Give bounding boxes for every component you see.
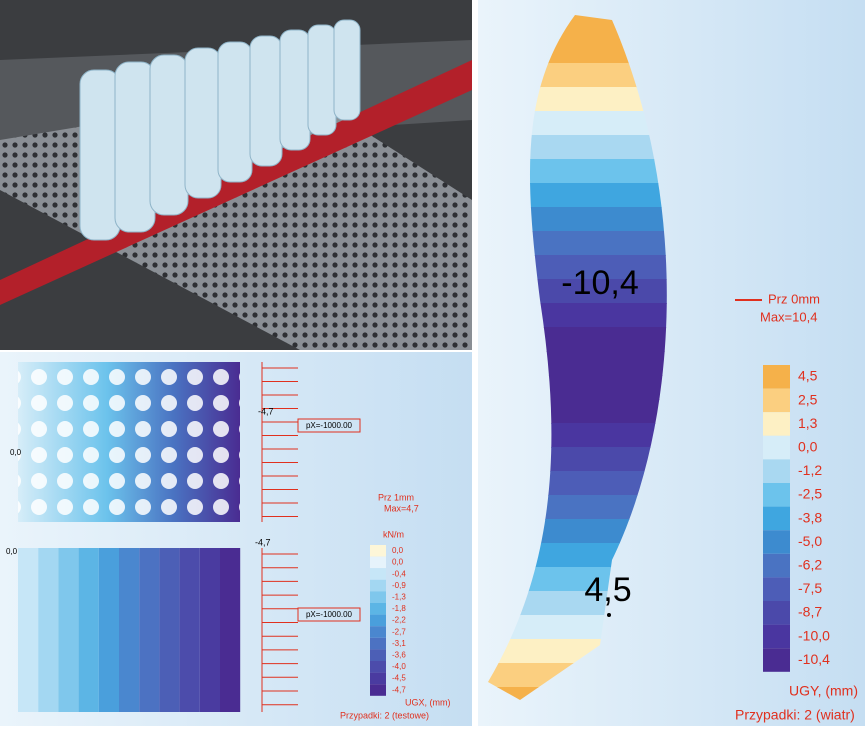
- legend-swatch: [370, 568, 386, 580]
- legend-swatch: [763, 577, 790, 601]
- legend-label: 1,3: [798, 415, 818, 431]
- legend-title: Prz 0mm: [768, 291, 820, 306]
- legend-swatch: [763, 648, 790, 672]
- stripe: [200, 548, 220, 712]
- unit: UGY, (mm): [789, 683, 858, 699]
- legend-label: -8,7: [798, 604, 822, 620]
- load-top: pX=-1000.00: [306, 421, 353, 430]
- legend-swatch: [370, 545, 386, 557]
- legend-swatch: [763, 483, 790, 507]
- legend-max-left: Max=4,7: [384, 503, 419, 513]
- legend-swatch: [763, 436, 790, 460]
- legend-swatch: [763, 507, 790, 531]
- cases-left: Przypadki: 2 (testowe): [340, 710, 429, 720]
- legend-label: -5,0: [798, 533, 822, 549]
- legend-label: -3,6: [392, 651, 406, 660]
- legend-swatch: [370, 557, 386, 569]
- legend-swatch: [370, 580, 386, 592]
- legend-swatch: [763, 601, 790, 625]
- legend-label: -1,2: [798, 462, 822, 478]
- legend-label: -3,1: [392, 639, 406, 648]
- legend-label: -2,7: [392, 627, 406, 636]
- legend-label: 0,0: [798, 439, 818, 455]
- legend-label: -3,8: [798, 509, 822, 525]
- legend-swatch: [763, 389, 790, 413]
- collage: -10,4 4,5 Prz 0mm Max=10,4 UGY, (mm) Prz…: [0, 0, 865, 726]
- legend-label: -6,2: [798, 557, 822, 573]
- legend-swatch: [763, 459, 790, 483]
- legend-label: -7,5: [798, 580, 822, 596]
- legend-max: Max=10,4: [760, 309, 817, 324]
- legend-swatch: [763, 625, 790, 649]
- stripe: [159, 548, 179, 712]
- legend-title-left: Prz 1mm: [378, 492, 414, 502]
- stripe: [58, 548, 78, 712]
- legend-swatch: [370, 615, 386, 627]
- legend-swatch: [370, 684, 386, 696]
- legend-label: -1,8: [392, 604, 406, 613]
- legend-label: -0,4: [392, 569, 406, 578]
- legend-label: -10,0: [798, 627, 830, 643]
- legend-label: 2,5: [798, 391, 818, 407]
- legend-swatch: [763, 412, 790, 436]
- legend-label: -1,3: [392, 593, 406, 602]
- legend-label: -0,9: [392, 581, 406, 590]
- legend-swatch: [763, 554, 790, 578]
- legend-label: -4,0: [392, 662, 406, 671]
- stripe: [99, 548, 119, 712]
- legend-swatch: [763, 365, 790, 389]
- left-value-bottom: 0,0: [6, 547, 18, 556]
- stripe: [139, 548, 159, 712]
- photo: [0, 0, 472, 350]
- legend-label: 0,0: [392, 546, 404, 555]
- min-label: -10,4: [561, 264, 639, 302]
- legend-label: -2,5: [798, 486, 822, 502]
- load-bottom: pX=-1000.00: [306, 610, 353, 619]
- legend-swatch: [370, 673, 386, 685]
- legend-swatch: [370, 626, 386, 638]
- legend-swatch: [370, 638, 386, 650]
- bottom-value: -4,7: [255, 537, 271, 547]
- legend-label: -4,7: [392, 685, 406, 694]
- stripe: [38, 548, 58, 712]
- top-value: -4,7: [258, 406, 274, 416]
- legend-swatch: [370, 603, 386, 615]
- stripe: [18, 548, 38, 712]
- cases: Przypadki: 2 (wiatr): [735, 707, 855, 723]
- legend-label: -10,4: [798, 651, 830, 667]
- legend-label: 4,5: [798, 368, 818, 384]
- stripe: [180, 548, 200, 712]
- legend-label: -4,5: [392, 674, 406, 683]
- legend-swatch: [370, 661, 386, 673]
- legend-swatch: [370, 591, 386, 603]
- legend-swatch: [763, 530, 790, 554]
- load-unit: kN/m: [383, 529, 404, 539]
- stripe: [79, 548, 99, 712]
- legend-swatch: [370, 649, 386, 661]
- legend-label: -2,2: [392, 616, 406, 625]
- left-value: 0,0: [10, 448, 22, 457]
- unit-left: UGX, (mm): [405, 697, 451, 707]
- max-label: 4,5: [584, 571, 631, 609]
- stripe: [119, 548, 139, 712]
- stripe: [220, 548, 240, 712]
- legend-label: 0,0: [392, 558, 404, 567]
